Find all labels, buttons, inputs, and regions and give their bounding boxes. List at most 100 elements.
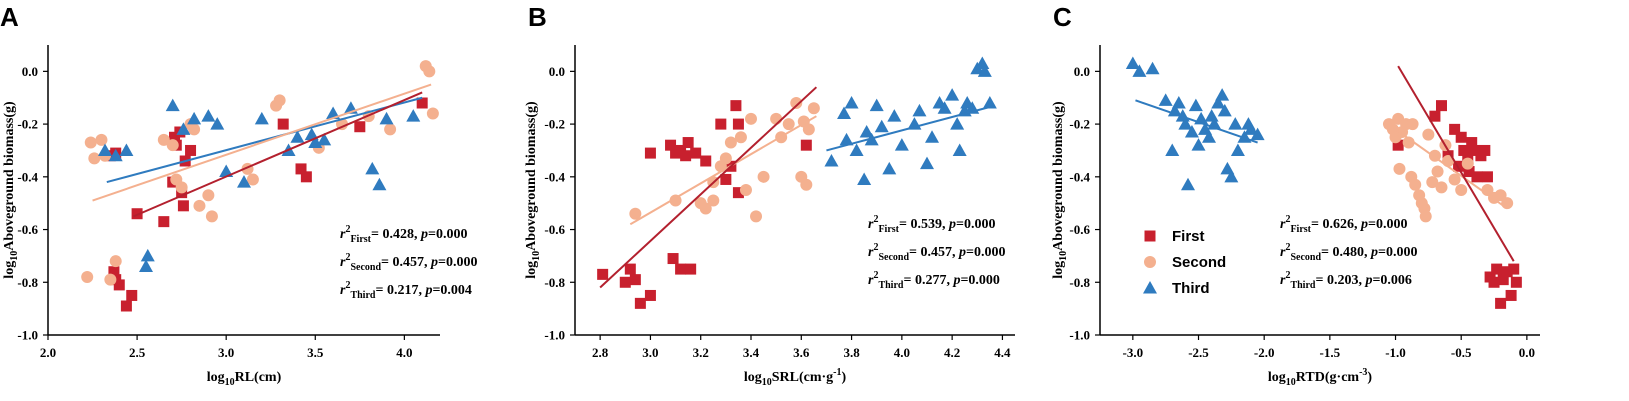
point-third: [1188, 98, 1203, 112]
x-tick-label: 4.4: [994, 345, 1011, 360]
series-first: [104, 97, 428, 312]
point-second: [88, 152, 101, 165]
point-second: [629, 207, 642, 220]
fit-line-first: [599, 86, 818, 289]
series-second: [629, 97, 820, 223]
point-first: [715, 118, 727, 130]
point-second: [724, 136, 737, 149]
y-tick-label: -0.2: [17, 117, 38, 132]
point-third: [1178, 117, 1193, 130]
y-tick-label: -0.4: [544, 169, 565, 184]
point-first: [732, 118, 744, 130]
fit-line-second: [1394, 128, 1508, 210]
point-first: [1455, 131, 1467, 143]
point-second: [205, 210, 218, 223]
point-second: [1402, 136, 1415, 149]
point-second: [1494, 189, 1507, 202]
point-third: [844, 96, 859, 109]
point-third: [108, 148, 123, 162]
point-first: [597, 268, 609, 280]
point-first: [1466, 137, 1478, 149]
point-third: [882, 161, 897, 175]
fit-line-first: [1397, 65, 1515, 262]
point-second: [790, 97, 803, 109]
point-third: [1230, 143, 1245, 156]
panel-a: A 2.0 2.5 3.0 3.5 4.0 0.0 -0.2 -0.4 -0.6 -0.8 -1.0 l…: [0, 2, 477, 388]
x-tick-label: 3.4: [743, 345, 760, 360]
x-tick-label: 3.6: [793, 345, 810, 360]
point-second: [104, 273, 117, 286]
point-first: [1449, 123, 1461, 135]
point-third: [139, 259, 153, 272]
legend-label-third: Third: [1172, 280, 1210, 297]
y-tick-label: -0.6: [1069, 222, 1090, 237]
stat-third: r2Third= 0.277, p=0.000: [868, 270, 1000, 291]
point-second: [1435, 181, 1448, 194]
point-first: [1495, 297, 1507, 309]
series-first: [597, 100, 812, 309]
point-third: [1202, 130, 1217, 143]
x-tick-label: -2.0: [1254, 345, 1275, 360]
point-first: [685, 263, 697, 275]
stat-second: r2Second= 0.457, p=0.000: [340, 252, 477, 273]
series-third: [98, 98, 421, 272]
point-second: [802, 123, 815, 136]
point-first: [1488, 276, 1500, 288]
y-tick-label: -1.0: [544, 328, 565, 343]
point-third: [98, 143, 113, 156]
point-first: [1429, 110, 1441, 122]
point-second: [1406, 118, 1419, 131]
y-tick-label: -0.4: [17, 169, 38, 184]
point-first: [700, 155, 712, 167]
point-first: [1505, 289, 1517, 301]
point-second: [719, 152, 732, 165]
point-second: [699, 202, 712, 215]
x-tick-label: -3.0: [1123, 345, 1144, 360]
panel-letter: A: [0, 2, 19, 32]
x-tick-label: -0.5: [1451, 345, 1472, 360]
point-third: [372, 177, 387, 191]
point-third: [406, 109, 421, 122]
x-tick-label: -1.0: [1385, 345, 1406, 360]
point-first: [1497, 274, 1509, 286]
point-third: [1250, 127, 1265, 141]
point-first: [1501, 266, 1513, 278]
point-first: [300, 171, 312, 183]
stat-first: r2First= 0.428, p=0.000: [340, 224, 467, 245]
point-second: [95, 133, 108, 146]
point-third: [237, 175, 251, 188]
point-third: [945, 88, 960, 101]
panel-c: C -3.0 -2.5 -2.0 -1.5 -1.0 -0.5 0.0 0.0 -0.2 -0.4 -…: [1051, 2, 1540, 388]
point-first: [1510, 276, 1522, 288]
x-tick-label: 3.2: [693, 345, 709, 360]
y-axis-title: log10Aboveground biomass(g): [2, 101, 20, 279]
point-third: [1244, 122, 1259, 135]
point-third: [887, 109, 902, 122]
point-second: [757, 170, 770, 183]
y-tick-label: -0.4: [1069, 169, 1090, 184]
y-tick-label: -0.2: [544, 117, 565, 132]
point-third: [210, 117, 225, 130]
point-second: [739, 184, 752, 196]
point-second: [800, 178, 813, 191]
point-second: [1422, 128, 1435, 141]
point-first: [277, 118, 289, 130]
x-axis-title: log10RL(cm): [207, 370, 282, 388]
point-first: [629, 274, 641, 286]
x-tick-label: 3.0: [642, 345, 658, 360]
point-first: [1479, 144, 1491, 156]
point-first: [1392, 139, 1404, 151]
point-second: [1426, 176, 1439, 189]
point-first: [158, 216, 170, 228]
point-second: [81, 271, 94, 283]
point-first: [720, 173, 732, 185]
point-third: [937, 101, 952, 114]
point-first: [1468, 144, 1480, 156]
point-third: [1204, 109, 1219, 122]
point-first: [1491, 263, 1503, 275]
point-third: [187, 111, 202, 125]
stat-first: r2First= 0.626, p=0.000: [1280, 214, 1407, 235]
point-second: [1409, 178, 1422, 191]
series-second: [81, 60, 439, 286]
y-tick-label: -1.0: [1069, 328, 1090, 343]
